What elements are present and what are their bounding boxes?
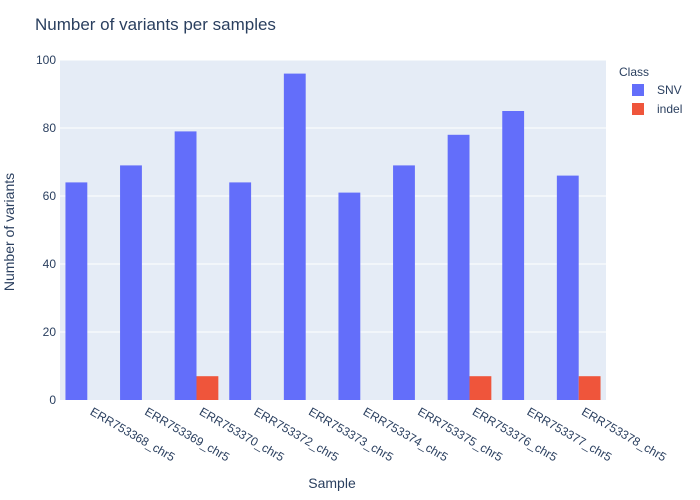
bar-snv	[229, 182, 252, 400]
bar-indel	[196, 376, 219, 400]
legend-swatch-indel	[632, 103, 644, 115]
bar-snv	[174, 131, 197, 400]
x-axis-ticks: ERR753368_chr5ERR753369_chr5ERR753370_ch…	[88, 404, 669, 464]
x-axis-title: Sample	[308, 475, 356, 491]
y-axis-ticks: 0 20 40 60 80 100	[36, 53, 56, 407]
y-tick-label: 20	[43, 325, 57, 339]
bar-snv	[502, 111, 525, 400]
bar-snv	[65, 182, 88, 400]
y-tick-label: 60	[43, 189, 57, 203]
legend-label-snv: SNV	[657, 83, 682, 97]
legend-swatch-snv	[632, 84, 644, 96]
legend-label-indel: indel	[657, 102, 682, 116]
y-tick-label: 80	[43, 121, 57, 135]
y-tick-label: 0	[49, 393, 56, 407]
legend: Class SNV indel	[619, 65, 682, 116]
bars	[65, 73, 601, 401]
bar-snv	[556, 175, 579, 400]
chart-title: Number of variants per samples	[35, 15, 276, 34]
bar-snv	[393, 165, 415, 400]
bar-indel	[578, 376, 601, 400]
bar-indel	[469, 376, 492, 400]
bar-snv	[283, 73, 306, 400]
y-axis-title: Number of variants	[1, 173, 17, 291]
bar-snv	[447, 134, 470, 401]
y-tick-label: 40	[43, 257, 57, 271]
legend-title: Class	[619, 65, 649, 79]
bar-snv	[120, 165, 142, 400]
y-tick-label: 100	[36, 53, 56, 67]
bar-snv	[338, 192, 361, 400]
